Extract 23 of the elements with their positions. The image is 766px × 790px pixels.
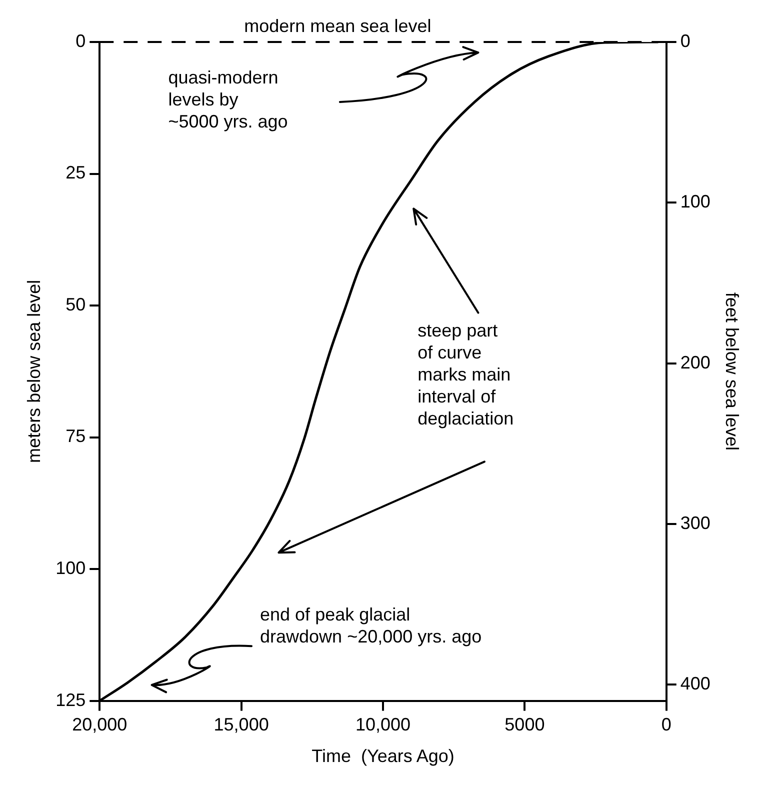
x-axis-title: Time (Years Ago) [312,746,454,766]
y-tick-label: 125 [56,690,86,710]
y2-tick-label: 0 [680,30,690,51]
y-tick-label: 0 [76,30,86,51]
annotation: quasi-modern levels by ~5000 yrs. ago [168,68,288,132]
x-tick-label: 10,000 [355,714,411,735]
x-tick-label: 15,000 [214,714,269,735]
ref-line-label: modern mean sea level [244,16,432,36]
y2-tick-label: 200 [680,352,710,372]
y-tick-label: 25 [66,162,86,183]
annotation: end of peak glacial drawdown ~20,000 yrs. ago [260,604,482,647]
y-tick-label: 50 [66,294,86,314]
y-tick-label: 75 [66,426,86,446]
annotation: steep part of curve marks main interval of deglaciation [418,320,514,429]
x-tick-label: 20,000 [72,714,128,735]
y2-tick-label: 300 [680,513,710,534]
x-tick-label: 5000 [504,714,545,735]
y-tick-label: 100 [56,558,86,578]
y2-tick-label: 400 [680,674,710,694]
x-tick-label: 0 [661,714,672,735]
y2-axis-title: feet below sea level [722,292,742,450]
y-axis-title: meters below sea level [24,280,44,463]
y2-tick-label: 100 [680,192,710,212]
